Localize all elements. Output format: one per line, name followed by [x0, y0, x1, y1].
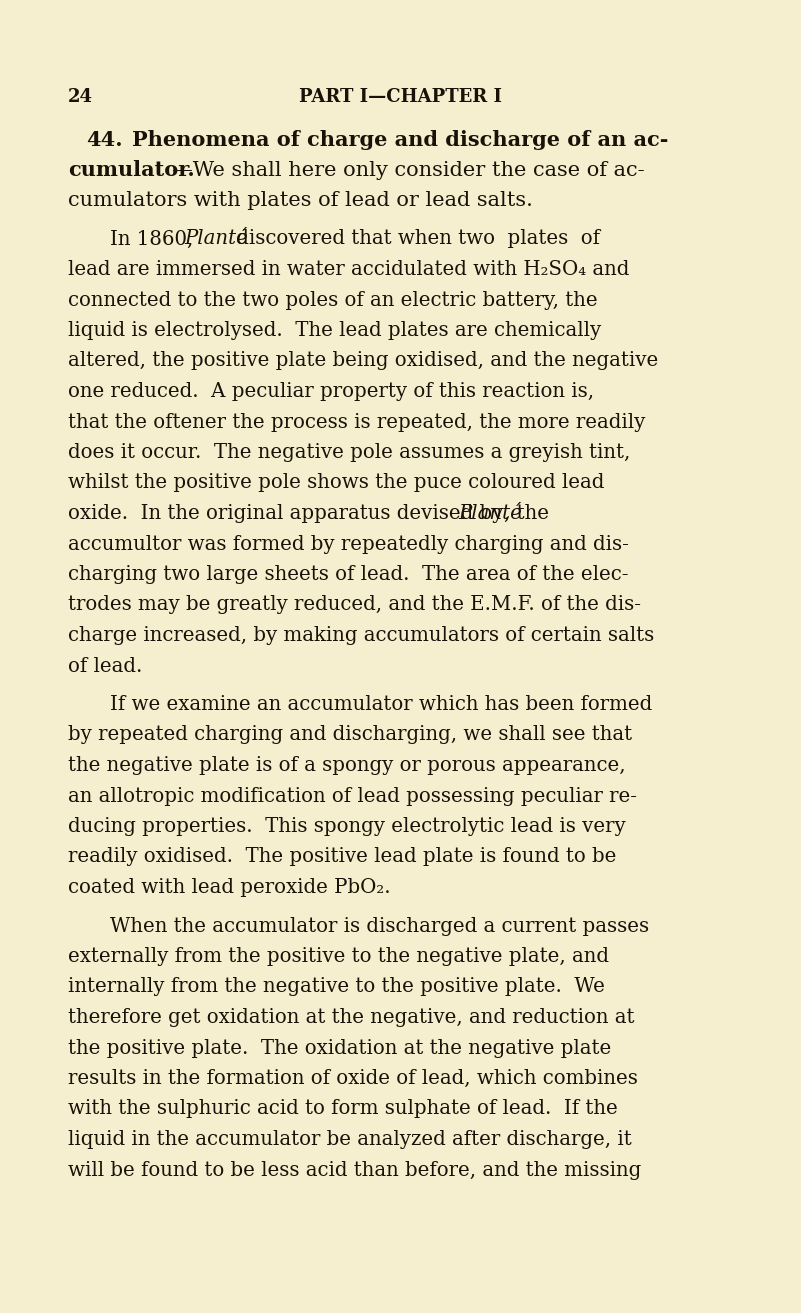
Text: oxide.  In the original apparatus devised by: oxide. In the original apparatus devised…: [68, 504, 509, 523]
Text: ducing properties.  This spongy electrolytic lead is very: ducing properties. This spongy electroly…: [68, 817, 626, 836]
Text: an allotropic modification of lead possessing peculiar re-: an allotropic modification of lead posse…: [68, 786, 637, 805]
Text: connected to the two poles of an electric battery, the: connected to the two poles of an electri…: [68, 290, 598, 310]
Text: the negative plate is of a spongy or porous appearance,: the negative plate is of a spongy or por…: [68, 756, 626, 775]
Text: lead are immersed in water accidulated with H₂SO₄ and: lead are immersed in water accidulated w…: [68, 260, 630, 278]
Text: will be found to be less acid than before, and the missing: will be found to be less acid than befor…: [68, 1161, 642, 1179]
Text: Planté: Planté: [458, 504, 522, 523]
Text: When the accumulator is discharged a current passes: When the accumulator is discharged a cur…: [110, 916, 649, 935]
Text: of lead.: of lead.: [68, 656, 143, 675]
Text: liquid in the accumulator be analyzed after discharge, it: liquid in the accumulator be analyzed af…: [68, 1130, 632, 1149]
Text: internally from the negative to the positive plate.  We: internally from the negative to the posi…: [68, 977, 605, 997]
Text: that the oftener the process is repeated, the more readily: that the oftener the process is repeated…: [68, 412, 646, 432]
Text: cumulators with plates of lead or lead salts.: cumulators with plates of lead or lead s…: [68, 190, 533, 210]
Text: Phenomena of charge and discharge of an ac-: Phenomena of charge and discharge of an …: [132, 130, 668, 150]
Text: whilst the positive pole shows the puce coloured lead: whilst the positive pole shows the puce …: [68, 474, 605, 492]
Text: 24: 24: [68, 88, 93, 106]
Text: readily oxidised.  The positive lead plate is found to be: readily oxidised. The positive lead plat…: [68, 847, 617, 867]
Text: In 1860,: In 1860,: [110, 230, 199, 248]
Text: —We shall here only consider the case of ac-: —We shall here only consider the case of…: [172, 160, 645, 180]
Text: coated with lead peroxide PbO₂.: coated with lead peroxide PbO₂.: [68, 878, 391, 897]
Text: 44.: 44.: [86, 130, 123, 150]
Text: charging two large sheets of lead.  The area of the elec-: charging two large sheets of lead. The a…: [68, 565, 629, 584]
Text: trodes may be greatly reduced, and the E.M.F. of the dis-: trodes may be greatly reduced, and the E…: [68, 596, 641, 614]
Text: does it occur.  The negative pole assumes a greyish tint,: does it occur. The negative pole assumes…: [68, 442, 630, 462]
Text: altered, the positive plate being oxidised, and the negative: altered, the positive plate being oxidis…: [68, 352, 658, 370]
Text: accumultor was formed by repeatedly charging and dis-: accumultor was formed by repeatedly char…: [68, 534, 629, 554]
Text: the positive plate.  The oxidation at the negative plate: the positive plate. The oxidation at the…: [68, 1039, 611, 1057]
Text: one reduced.  A peculiar property of this reaction is,: one reduced. A peculiar property of this…: [68, 382, 594, 400]
Text: liquid is electrolysed.  The lead plates are chemically: liquid is electrolysed. The lead plates …: [68, 320, 602, 340]
Text: therefore get oxidation at the negative, and reduction at: therefore get oxidation at the negative,…: [68, 1008, 634, 1027]
Text: with the sulphuric acid to form sulphate of lead.  If the: with the sulphuric acid to form sulphate…: [68, 1099, 618, 1119]
Text: Planté: Planté: [184, 230, 248, 248]
Text: results in the formation of oxide of lead, which combines: results in the formation of oxide of lea…: [68, 1069, 638, 1088]
Text: PART I—CHAPTER I: PART I—CHAPTER I: [299, 88, 502, 106]
Text: charge increased, by making accumulators of certain salts: charge increased, by making accumulators…: [68, 626, 654, 645]
Text: discovered that when two  plates  of: discovered that when two plates of: [230, 230, 600, 248]
Text: cumulator.: cumulator.: [68, 160, 195, 180]
Text: by repeated charging and discharging, we shall see that: by repeated charging and discharging, we…: [68, 726, 632, 744]
Text: If we examine an accumulator which has been formed: If we examine an accumulator which has b…: [110, 695, 652, 714]
Text: , the: , the: [504, 504, 549, 523]
Text: externally from the positive to the negative plate, and: externally from the positive to the nega…: [68, 947, 609, 966]
